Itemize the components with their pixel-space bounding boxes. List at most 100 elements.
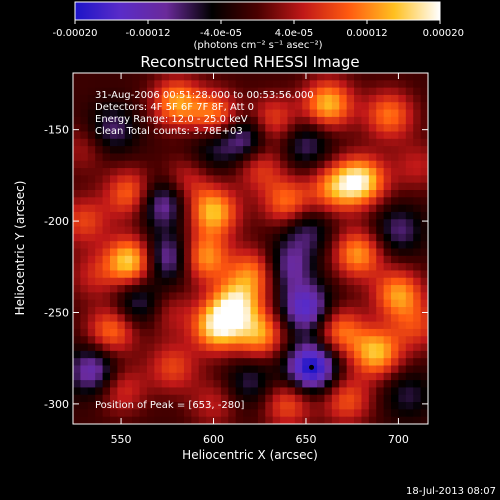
heatmap-cell: [405, 94, 414, 103]
heatmap-cell: [73, 168, 81, 176]
heatmap-cell: [191, 80, 200, 89]
heatmap-cell: [176, 350, 185, 359]
heatmap-cell: [80, 394, 89, 403]
heatmap-cell: [376, 204, 385, 213]
heatmap-cell: [398, 175, 407, 184]
heatmap-cell: [339, 358, 348, 367]
heatmap-cell: [161, 109, 170, 118]
heatmap-cell: [391, 146, 400, 155]
heatmap-cell: [109, 80, 118, 89]
heatmap-cell: [354, 211, 363, 220]
heatmap-cell: [324, 226, 333, 235]
heatmap-cell: [161, 277, 170, 286]
heatmap-cell: [346, 233, 355, 242]
heatmap-cell: [243, 241, 252, 250]
heatmap-cell: [346, 343, 355, 352]
heatmap-cell: [191, 87, 200, 96]
heatmap-cell: [73, 94, 81, 103]
heatmap-cell: [361, 102, 370, 111]
heatmap-cell: [109, 124, 118, 133]
heatmap-cell: [213, 358, 222, 367]
heatmap-cell: [235, 402, 244, 410]
heatmap-cell: [287, 80, 296, 89]
heatmap-cell: [420, 226, 428, 235]
heatmap-cell: [391, 270, 400, 279]
heatmap-cell: [272, 409, 281, 418]
heatmap-cell: [361, 94, 370, 103]
heatmap-cell: [383, 182, 392, 191]
heatmap-cell: [161, 146, 170, 155]
heatmap-cell: [398, 292, 407, 301]
heatmap-cell: [235, 211, 244, 220]
heatmap-cell: [383, 160, 392, 169]
heatmap-cell: [280, 116, 289, 125]
heatmap-cell: [309, 73, 318, 81]
heatmap-cell: [280, 248, 289, 257]
heatmap-cell: [383, 80, 392, 89]
heatmap-cell: [398, 328, 407, 337]
heatmap-cell: [420, 233, 428, 242]
heatmap-cell: [324, 416, 333, 424]
heatmap-cell: [265, 321, 274, 330]
heatmap-cell: [339, 255, 348, 264]
heatmap-cell: [95, 204, 104, 213]
heatmap-cell: [146, 190, 155, 198]
heatmap-cell: [154, 270, 163, 279]
heatmap-cell: [383, 270, 392, 279]
heatmap-cell: [206, 190, 215, 198]
heatmap-cell: [354, 226, 363, 235]
heatmap-cell: [183, 299, 192, 308]
heatmap-cell: [302, 409, 311, 418]
heatmap-cell: [265, 197, 274, 206]
heatmap-cell: [139, 292, 148, 301]
heatmap-cell: [265, 73, 274, 81]
heatmap-cell: [139, 168, 148, 176]
heatmap-cell: [383, 131, 392, 140]
heatmap-cell: [206, 80, 215, 89]
heatmap-cell: [235, 270, 244, 279]
heatmap-cell: [280, 380, 289, 389]
heatmap-cell: [420, 343, 428, 352]
heatmap-cell: [420, 116, 428, 125]
heatmap-cell: [257, 233, 266, 242]
heatmap-cell: [117, 94, 126, 103]
heatmap-cell: [317, 80, 326, 89]
heatmap-cell: [235, 204, 244, 213]
heatmap-cell: [287, 328, 296, 337]
heatmap-cell: [117, 138, 126, 147]
heatmap-cell: [309, 226, 318, 235]
heatmap-cell: [206, 138, 215, 147]
heatmap-cell: [243, 307, 252, 315]
heatmap-cell: [294, 73, 303, 81]
heatmap-cell: [324, 182, 333, 191]
heatmap-cell: [309, 394, 318, 403]
heatmap-cell: [376, 248, 385, 257]
heatmap-cell: [309, 350, 318, 359]
heatmap-cell: [250, 358, 259, 367]
heatmap-cell: [146, 87, 155, 96]
heatmap-cell: [132, 380, 141, 389]
heatmap-cell: [132, 292, 141, 301]
heatmap-cell: [220, 416, 229, 424]
heatmap-cell: [280, 307, 289, 315]
heatmap-cell: [139, 263, 148, 272]
heatmap-cell: [250, 168, 259, 176]
heatmap-cell: [213, 350, 222, 359]
heatmap-cell: [95, 343, 104, 352]
heatmap-cell: [361, 116, 370, 125]
heatmap-cell: [309, 124, 318, 133]
heatmap-cell: [95, 409, 104, 418]
heatmap-cell: [235, 336, 244, 345]
heatmap-cell: [95, 190, 104, 198]
heatmap-cell: [420, 350, 428, 359]
heatmap-cell: [176, 299, 185, 308]
heatmap-cell: [354, 190, 363, 198]
heatmap-cell: [161, 131, 170, 140]
heatmap-cell: [398, 314, 407, 323]
heatmap-cell: [331, 87, 340, 96]
heatmap-cell: [361, 248, 370, 257]
heatmap-cell: [287, 409, 296, 418]
heatmap-cell: [391, 138, 400, 147]
heatmap-cell: [206, 211, 215, 220]
heatmap-cell: [206, 226, 215, 235]
